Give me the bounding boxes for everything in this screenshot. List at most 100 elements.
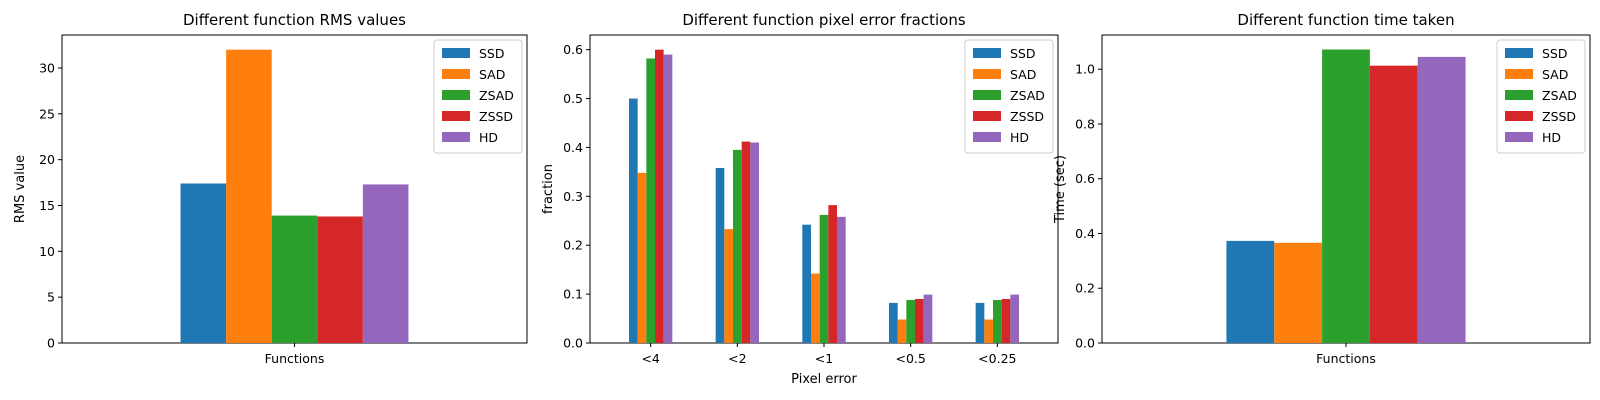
legend-swatch-sad xyxy=(442,69,470,79)
bar-hd-4 xyxy=(1010,294,1019,343)
bar-sad-4 xyxy=(984,319,993,343)
y-tick-label: 15 xyxy=(39,198,55,213)
legend-label-zssd: ZSSD xyxy=(1010,109,1044,124)
legend-swatch-zsad xyxy=(442,90,470,100)
legend-label-hd: HD xyxy=(479,130,498,145)
y-tick-label: 0.5 xyxy=(563,91,583,106)
y-tick-label: 5 xyxy=(47,290,55,305)
x-tick-label: Functions xyxy=(1316,351,1376,366)
legend-label-ssd: SSD xyxy=(479,46,505,61)
legend-label-zssd: ZSSD xyxy=(479,109,513,124)
x-tick-label: Functions xyxy=(265,351,325,366)
x-axis-label: Pixel error xyxy=(791,372,857,387)
legend-box xyxy=(964,39,1054,154)
bar-ssd-0 xyxy=(180,183,227,343)
legend: SSD SAD ZSAD ZSSD HD xyxy=(1496,39,1586,154)
x-tick-label: <4 xyxy=(641,351,659,366)
bar-sad-0 xyxy=(226,49,272,344)
bar-zssd-1 xyxy=(741,141,751,343)
bar-ssd-0 xyxy=(629,98,638,343)
chart-title: Different function time taken xyxy=(1237,11,1454,29)
bar-sad-0 xyxy=(637,172,647,343)
legend: SSD SAD ZSAD ZSSD HD xyxy=(964,39,1054,154)
legend-label-sad: SAD xyxy=(1010,67,1036,82)
bar-hd-1 xyxy=(750,142,759,343)
y-tick-label: 1.0 xyxy=(1075,62,1095,77)
bar-zssd-0 xyxy=(655,49,664,344)
bar-hd-0 xyxy=(362,184,409,343)
bar-zsad-1 xyxy=(733,149,742,343)
legend-swatch-sad xyxy=(1505,69,1533,79)
bar-zsad-4 xyxy=(993,299,1002,343)
legend-label-sad: SAD xyxy=(1542,67,1568,82)
bar-zssd-3 xyxy=(915,299,924,343)
legend: SSD SAD ZSAD ZSSD HD xyxy=(433,39,523,154)
legend-box xyxy=(1496,39,1586,154)
legend-swatch-ssd xyxy=(1505,48,1533,58)
bar-hd-2 xyxy=(837,216,846,343)
y-tick-label: 0.2 xyxy=(563,238,583,253)
bar-ssd-4 xyxy=(975,302,985,343)
y-axis-label: RMS value xyxy=(13,155,28,223)
y-axis-label: fraction xyxy=(541,164,556,214)
legend-label-hd: HD xyxy=(1010,130,1029,145)
y-tick-label: 0.4 xyxy=(1075,226,1095,241)
y-tick-label: 0.1 xyxy=(563,287,583,302)
legend-label-hd: HD xyxy=(1542,130,1561,145)
x-tick-label: <1 xyxy=(815,351,833,366)
bar-zssd-0 xyxy=(317,216,363,343)
y-tick-label: 0 xyxy=(47,336,55,351)
y-tick-label: 0.6 xyxy=(563,42,583,57)
bar-zssd-0 xyxy=(1369,65,1418,343)
legend-swatch-ssd xyxy=(442,48,470,58)
y-tick-label: 20 xyxy=(39,152,55,167)
bar-zsad-0 xyxy=(646,58,655,343)
y-tick-label: 0.3 xyxy=(563,189,583,204)
chart-panel-1: Different function RMS values RMS value 0 5… xyxy=(13,11,528,366)
bar-sad-0 xyxy=(1274,242,1323,343)
bar-sad-1 xyxy=(724,229,733,343)
bar-zssd-2 xyxy=(828,205,837,343)
y-tick-label: 30 xyxy=(39,61,55,76)
legend-swatch-hd xyxy=(442,132,470,142)
legend-swatch-zssd xyxy=(1505,111,1533,121)
legend-swatch-sad xyxy=(973,69,1001,79)
bar-zsad-0 xyxy=(1322,49,1370,343)
bar-ssd-3 xyxy=(889,302,898,343)
y-tick-label: 0.4 xyxy=(563,140,583,155)
y-tick-label: 0.6 xyxy=(1075,171,1095,186)
legend-label-zssd: ZSSD xyxy=(1542,109,1576,124)
y-tick-label: 25 xyxy=(39,106,55,121)
bar-hd-3 xyxy=(923,294,933,343)
legend-label-zsad: ZSAD xyxy=(1010,88,1045,103)
legend-swatch-zssd xyxy=(442,111,470,121)
legend-box xyxy=(433,39,523,154)
bar-ssd-2 xyxy=(802,224,811,343)
bar-ssd-0 xyxy=(1226,240,1275,343)
legend-swatch-zsad xyxy=(1505,90,1533,100)
bar-zsad-0 xyxy=(271,215,318,343)
bar-hd-0 xyxy=(663,54,673,344)
legend-swatch-hd xyxy=(1505,132,1533,142)
legend-label-sad: SAD xyxy=(479,67,505,82)
y-tick-label: 0.2 xyxy=(1075,281,1095,296)
x-tick-label: <2 xyxy=(728,351,746,366)
y-axis-label: Time (sec) xyxy=(1053,155,1068,224)
y-tick-label: 0.0 xyxy=(563,336,583,351)
legend-label-ssd: SSD xyxy=(1010,46,1036,61)
bar-zsad-3 xyxy=(906,299,915,343)
x-tick-label: <0.5 xyxy=(895,351,925,366)
y-tick-label: 10 xyxy=(39,244,55,259)
legend-label-ssd: SSD xyxy=(1542,46,1568,61)
legend-swatch-ssd xyxy=(973,48,1001,58)
chart-panel-3: Different function time taken Time (sec) 0… xyxy=(1053,11,1591,366)
bar-zssd-4 xyxy=(1001,299,1011,343)
chart-panel-2: Different function pixel error fractions… xyxy=(541,11,1059,387)
x-tick-label: <0.25 xyxy=(978,351,1016,366)
legend-label-zsad: ZSAD xyxy=(1542,88,1577,103)
legend-swatch-hd xyxy=(973,132,1001,142)
legend-label-zsad: ZSAD xyxy=(479,88,514,103)
legend-swatch-zssd xyxy=(973,111,1001,121)
bar-sad-2 xyxy=(811,273,820,343)
